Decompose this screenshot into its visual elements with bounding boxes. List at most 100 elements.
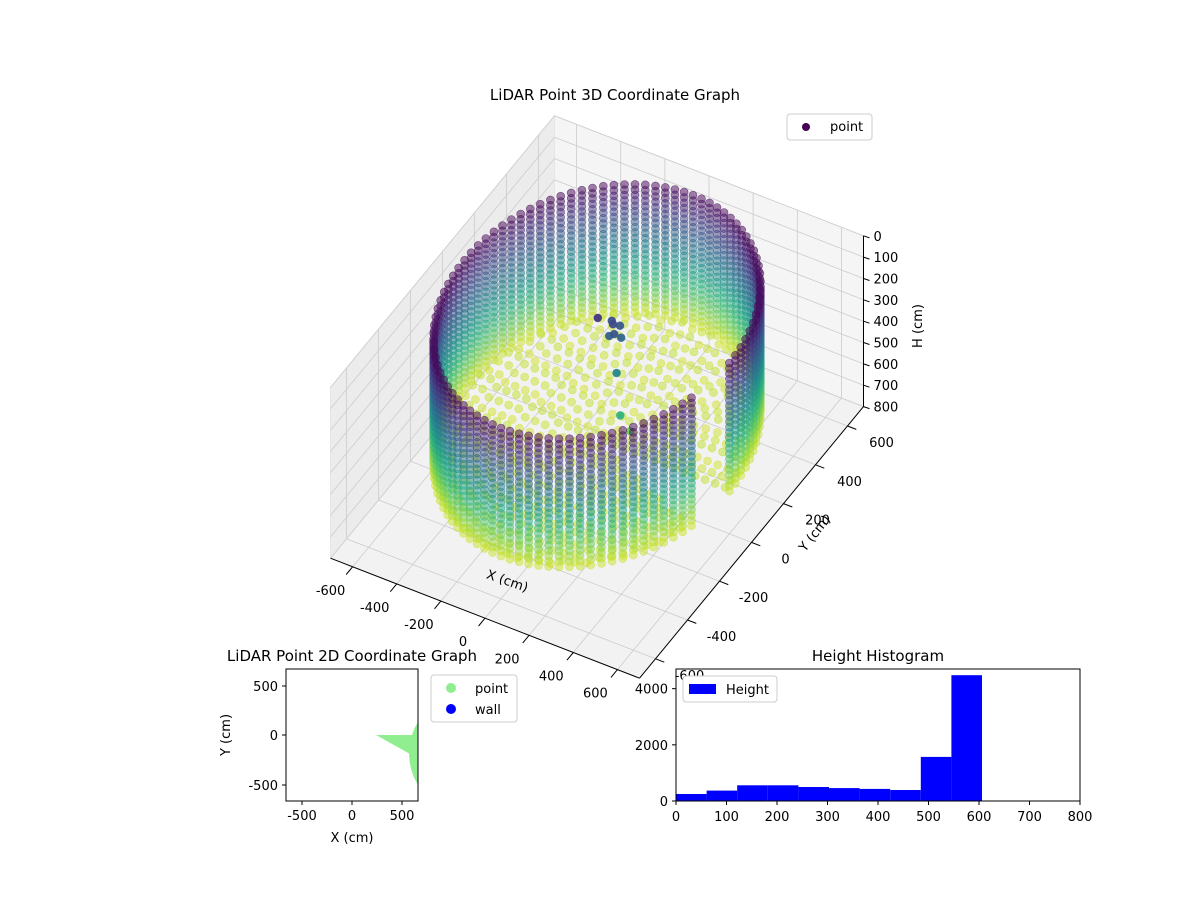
y-tick-label-2d: -500 <box>248 779 278 794</box>
z-tick-label-3d: 700 <box>874 379 899 394</box>
data-point-3d <box>633 312 642 321</box>
data-point-3d <box>577 336 587 346</box>
data-point-3d <box>554 562 564 572</box>
data-point-3d <box>710 435 720 445</box>
data-point-3d <box>564 348 574 357</box>
data-point-3d <box>625 393 635 402</box>
data-point-3d <box>713 407 723 417</box>
data-point-3d <box>591 380 601 389</box>
data-point-3d <box>535 341 545 351</box>
data-point-3d <box>536 329 546 339</box>
data-point-3d <box>597 558 606 568</box>
z-tick-3d <box>863 342 870 345</box>
data-point-3d <box>615 411 625 420</box>
data-point-3d <box>682 374 691 384</box>
histogram-bar <box>798 787 829 801</box>
data-point-3d <box>699 375 709 385</box>
legend-hist-swatch <box>689 684 716 694</box>
data-point-3d <box>709 388 718 397</box>
data-point-3d <box>631 323 641 333</box>
data-point-3d <box>575 561 585 571</box>
data-point-3d <box>636 340 646 349</box>
data-point-3d <box>656 359 666 368</box>
data-point-3d <box>622 358 632 368</box>
data-point-3d <box>504 400 514 410</box>
data-point-3d <box>628 369 638 378</box>
height-histogram: Height Histogram 0 100 200 300 400 500 600 700 8… <box>635 647 1093 825</box>
data-point-3d <box>560 322 569 332</box>
x-tick-label-hist: 700 <box>1017 810 1042 825</box>
data-point-3d <box>713 428 722 437</box>
data-point-3d <box>620 399 630 408</box>
chart-3d: LiDAR Point 3D Coordinate Graph -600 -400… <box>316 86 926 702</box>
x-tick-label-3d: 400 <box>539 670 564 685</box>
histogram-bar <box>951 675 982 801</box>
data-point-3d <box>530 416 540 426</box>
data-point-3d <box>614 387 624 396</box>
data-point-3d <box>553 342 563 352</box>
data-point-3d <box>556 393 566 402</box>
z-tick-label-3d: 100 <box>874 251 899 266</box>
data-point-3d <box>554 418 563 427</box>
data-point-3d <box>649 542 659 552</box>
data-point-3d <box>588 343 598 353</box>
data-point-3d <box>514 344 524 354</box>
data-point-3d <box>596 405 606 415</box>
histogram-title: Height Histogram <box>812 647 944 665</box>
data-point-3d <box>607 556 617 566</box>
data-point-3d <box>671 341 680 351</box>
data-point-3d <box>703 456 712 466</box>
data-point-3d <box>552 354 562 364</box>
y-tick-label-3d: 400 <box>837 475 862 490</box>
data-point-3d <box>612 348 621 358</box>
data-point-3d <box>653 395 663 405</box>
data-point-3d <box>565 562 574 572</box>
data-point-3d <box>504 348 513 357</box>
data-point-3d <box>530 376 540 386</box>
data-point-3d <box>541 361 551 371</box>
data-point-3d <box>687 521 696 531</box>
data-point-3d <box>625 340 635 350</box>
histogram-bar <box>829 788 860 801</box>
y-ticks-2d: 500 0 -500 <box>248 680 286 794</box>
floor-grid-line <box>617 397 842 670</box>
data-point-3d <box>530 364 540 373</box>
left-grid-line <box>330 115 555 388</box>
point-cloud-area <box>376 722 418 785</box>
y-tick-3d <box>719 580 729 586</box>
data-point-3d <box>494 356 503 366</box>
data-point-3d <box>667 316 676 326</box>
data-point-3d <box>472 539 482 549</box>
y-tick-label-3d: -400 <box>707 630 737 645</box>
y-tick-3d <box>751 541 761 547</box>
data-point-3d <box>642 399 652 409</box>
data-point-3d <box>510 381 520 391</box>
data-point-3d <box>633 363 643 372</box>
data-point-3d <box>654 322 664 332</box>
data-point-3d <box>572 417 582 427</box>
data-point-3d <box>593 368 602 378</box>
z-tick-label-3d: 200 <box>874 273 899 288</box>
data-point-3d <box>697 356 707 366</box>
data-point-3d <box>537 406 547 415</box>
x-tick-label-2d: 0 <box>348 809 356 824</box>
back-grid-line <box>554 136 864 258</box>
y-axis-label-2d: Y (cm) <box>219 714 234 757</box>
data-point-3d <box>704 361 714 371</box>
data-point-3d <box>547 410 557 419</box>
x-tick-label-hist: 300 <box>815 810 840 825</box>
data-point-3d <box>618 554 628 563</box>
data-point-3d <box>706 331 715 340</box>
legend-2d-marker-wall <box>446 704 456 714</box>
data-point-3d <box>524 349 534 359</box>
data-point-3d <box>573 425 583 435</box>
x-tick-label-hist: 800 <box>1068 810 1093 825</box>
legend-hist: Height <box>682 675 778 703</box>
legend-3d-marker <box>802 123 810 131</box>
data-point-3d <box>680 344 690 353</box>
data-point-3d <box>559 334 568 343</box>
y-tick-label-3d: 0 <box>781 552 789 567</box>
x-ticks-2d: -500 0 500 <box>287 801 414 824</box>
data-point-3d <box>567 385 577 395</box>
